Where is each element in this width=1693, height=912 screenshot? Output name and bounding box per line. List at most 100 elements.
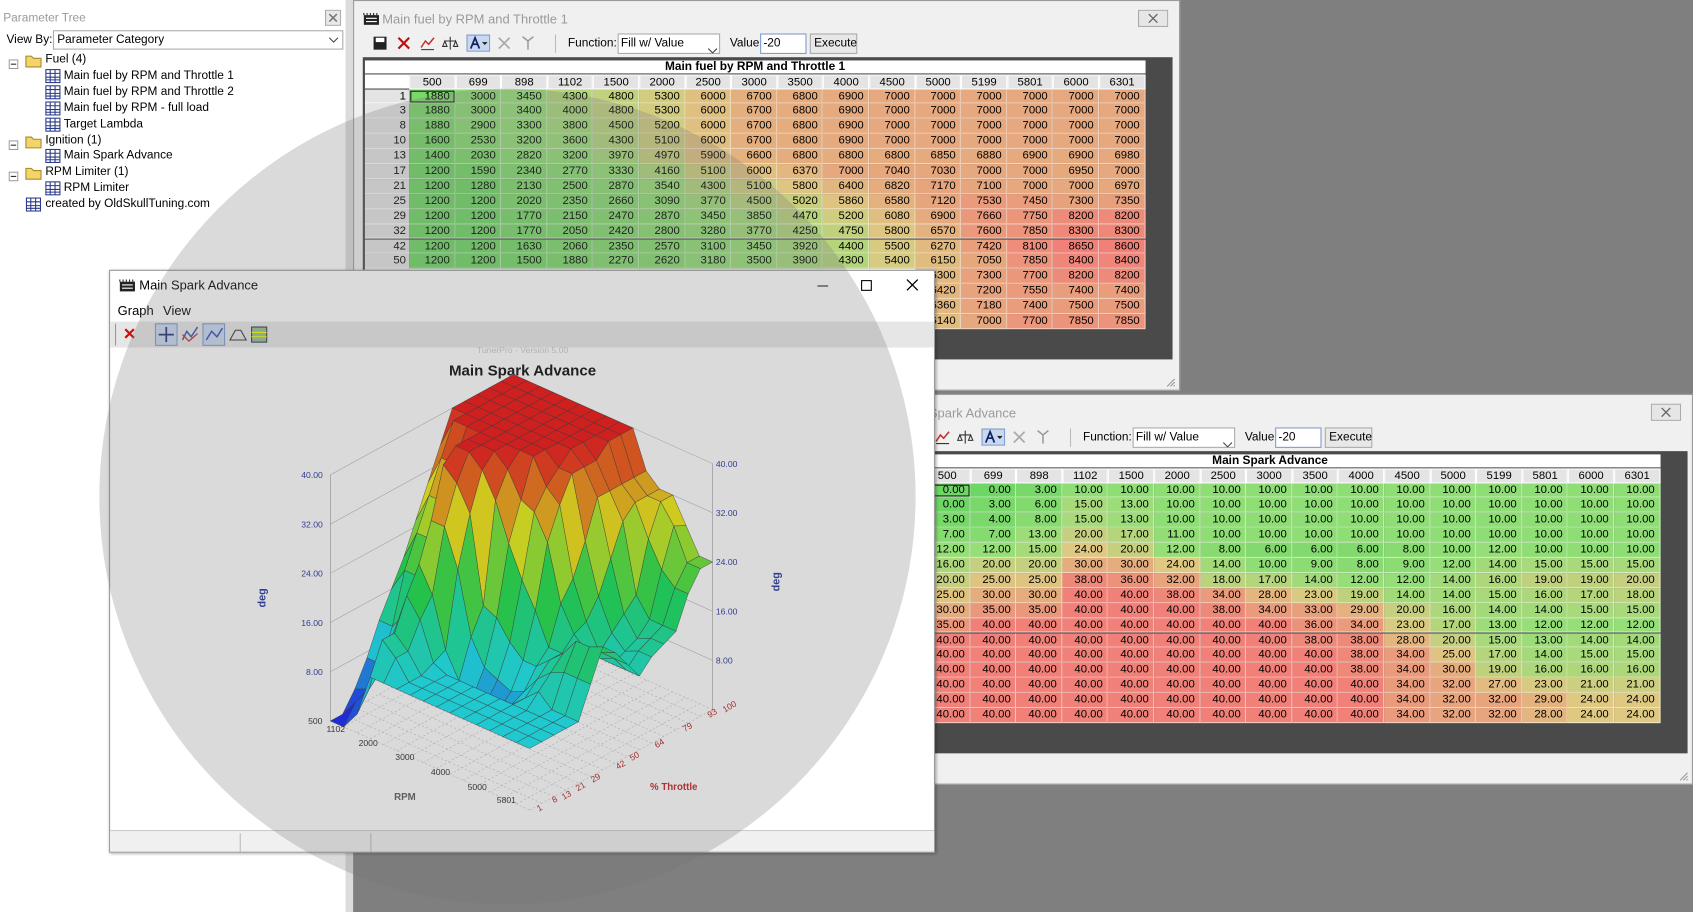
- table-cell[interactable]: 29.00: [1522, 693, 1568, 708]
- table-cell[interactable]: 6950: [1053, 164, 1099, 179]
- table-cell[interactable]: 7420: [961, 239, 1007, 254]
- table-cell[interactable]: 40.00: [1154, 648, 1200, 663]
- table-cell[interactable]: 40.00: [1154, 678, 1200, 693]
- table-cell[interactable]: 10.00: [1062, 483, 1108, 498]
- table-cell[interactable]: 18.00: [1200, 573, 1246, 588]
- table-cell[interactable]: 3800: [547, 119, 593, 134]
- expander[interactable]: [9, 168, 19, 178]
- table-cell[interactable]: 40.00: [1200, 678, 1246, 693]
- table-cell[interactable]: 1200: [455, 209, 501, 224]
- table-cell[interactable]: 6800: [823, 149, 869, 164]
- table-cell[interactable]: 7530: [961, 194, 1007, 209]
- table-cell[interactable]: 6000: [731, 164, 777, 179]
- table-cell[interactable]: 32.00: [1430, 693, 1476, 708]
- table-cell[interactable]: 16.00: [1430, 603, 1476, 618]
- table-cell[interactable]: 7.00: [970, 528, 1016, 543]
- table-cell[interactable]: 40.00: [1246, 618, 1292, 633]
- table-cell[interactable]: 10.00: [1384, 483, 1430, 498]
- toolbar-button[interactable]: [371, 35, 388, 52]
- table-cell[interactable]: 8.00: [1200, 543, 1246, 558]
- table-cell[interactable]: 10.00: [1522, 543, 1568, 558]
- table-cell[interactable]: 6.00: [1338, 543, 1384, 558]
- table-cell[interactable]: 9.00: [1384, 558, 1430, 573]
- view-by-select[interactable]: Parameter Category: [53, 30, 343, 49]
- table-cell[interactable]: 2770: [547, 164, 593, 179]
- table-cell[interactable]: 40.00: [1292, 693, 1338, 708]
- table-cell[interactable]: 10.00: [1292, 528, 1338, 543]
- table-cell[interactable]: 8.00: [1384, 543, 1430, 558]
- table-cell[interactable]: 14.00: [1200, 558, 1246, 573]
- table-cell[interactable]: 10.00: [1384, 513, 1430, 528]
- table-cell[interactable]: 15.00: [1568, 648, 1614, 663]
- table-cell[interactable]: 10.00: [1108, 483, 1154, 498]
- table-cell[interactable]: 34.00: [1384, 708, 1430, 723]
- table-cell[interactable]: 40.00: [1246, 663, 1292, 678]
- table-cell[interactable]: 21.00: [1614, 678, 1660, 693]
- table-cell[interactable]: 2270: [593, 254, 639, 269]
- table-cell[interactable]: 38.00: [1154, 588, 1200, 603]
- table-cell[interactable]: 10.00: [1338, 483, 1384, 498]
- table-cell[interactable]: 4500: [731, 194, 777, 209]
- value-input[interactable]: -20: [1275, 427, 1321, 448]
- table-cell[interactable]: 12.00: [1568, 618, 1614, 633]
- table-cell[interactable]: 32.00: [1476, 693, 1522, 708]
- table-cell[interactable]: 34.00: [1384, 663, 1430, 678]
- table-cell[interactable]: 20.00: [1108, 543, 1154, 558]
- table-cell[interactable]: 10.00: [1246, 528, 1292, 543]
- table-cell[interactable]: 10.00: [1200, 483, 1246, 498]
- table-cell[interactable]: 40.00: [1016, 663, 1062, 678]
- table-cell[interactable]: 3090: [639, 194, 685, 209]
- table-cell[interactable]: 5860: [823, 194, 869, 209]
- table-cell[interactable]: 10.00: [1200, 498, 1246, 513]
- table-cell[interactable]: 10.00: [1568, 543, 1614, 558]
- function-select[interactable]: Fill w/ Value: [1133, 427, 1236, 448]
- table-cell[interactable]: 3180: [685, 254, 731, 269]
- table-cell[interactable]: 6900: [823, 104, 869, 119]
- table-cell[interactable]: 7000: [1007, 119, 1053, 134]
- table-cell[interactable]: 7700: [1007, 269, 1053, 284]
- table-cell[interactable]: 4970: [639, 149, 685, 164]
- table-cell[interactable]: 17.00: [1430, 618, 1476, 633]
- table-cell[interactable]: 2420: [593, 224, 639, 239]
- toolbar-button[interactable]: [1011, 428, 1028, 445]
- table-cell[interactable]: 6800: [777, 89, 823, 104]
- table-cell[interactable]: 2030: [455, 149, 501, 164]
- table-cell[interactable]: 1770: [501, 224, 547, 239]
- table-cell[interactable]: 30.00: [1108, 558, 1154, 573]
- table-cell[interactable]: 7000: [961, 134, 1007, 149]
- table-cell[interactable]: 6800: [777, 104, 823, 119]
- table-cell[interactable]: 10.00: [1430, 528, 1476, 543]
- table-cell[interactable]: 2350: [593, 239, 639, 254]
- table-cell[interactable]: 40.00: [1338, 708, 1384, 723]
- table-cell[interactable]: 10.00: [1246, 558, 1292, 573]
- table-cell[interactable]: 38.00: [1338, 663, 1384, 678]
- table-cell[interactable]: 6000: [685, 89, 731, 104]
- table-cell[interactable]: 15.00: [1062, 513, 1108, 528]
- table-cell[interactable]: 3.00: [970, 498, 1016, 513]
- table-cell[interactable]: 4300: [685, 179, 731, 194]
- table-cell[interactable]: 6900: [823, 119, 869, 134]
- table-cell[interactable]: 6370: [777, 164, 823, 179]
- table-cell[interactable]: 8.00: [1016, 513, 1062, 528]
- table-cell[interactable]: 5300: [639, 89, 685, 104]
- table-cell[interactable]: 0.00: [970, 483, 1016, 498]
- table-cell[interactable]: 10.00: [1430, 498, 1476, 513]
- table-cell[interactable]: 1200: [455, 224, 501, 239]
- table-cell[interactable]: 28.00: [1384, 633, 1430, 648]
- table-cell[interactable]: 7850: [1099, 314, 1145, 329]
- table-cell[interactable]: 40.00: [1246, 633, 1292, 648]
- table-cell[interactable]: 8400: [1099, 254, 1145, 269]
- table-cell[interactable]: 7450: [1007, 194, 1053, 209]
- table-cell[interactable]: 28.00: [1522, 708, 1568, 723]
- table-cell[interactable]: 10.00: [1568, 483, 1614, 498]
- table-cell[interactable]: 19.00: [1568, 573, 1614, 588]
- table-cell[interactable]: 38.00: [1200, 603, 1246, 618]
- table-cell[interactable]: 4300: [593, 134, 639, 149]
- table-cell[interactable]: 6400: [823, 179, 869, 194]
- table-cell[interactable]: 6700: [731, 119, 777, 134]
- table-cell[interactable]: 40.00: [1200, 648, 1246, 663]
- table-cell[interactable]: 3450: [501, 89, 547, 104]
- table-cell[interactable]: 7000: [869, 119, 915, 134]
- tree-node[interactable]: Ignition (1): [45, 132, 101, 147]
- table-cell[interactable]: 4300: [547, 89, 593, 104]
